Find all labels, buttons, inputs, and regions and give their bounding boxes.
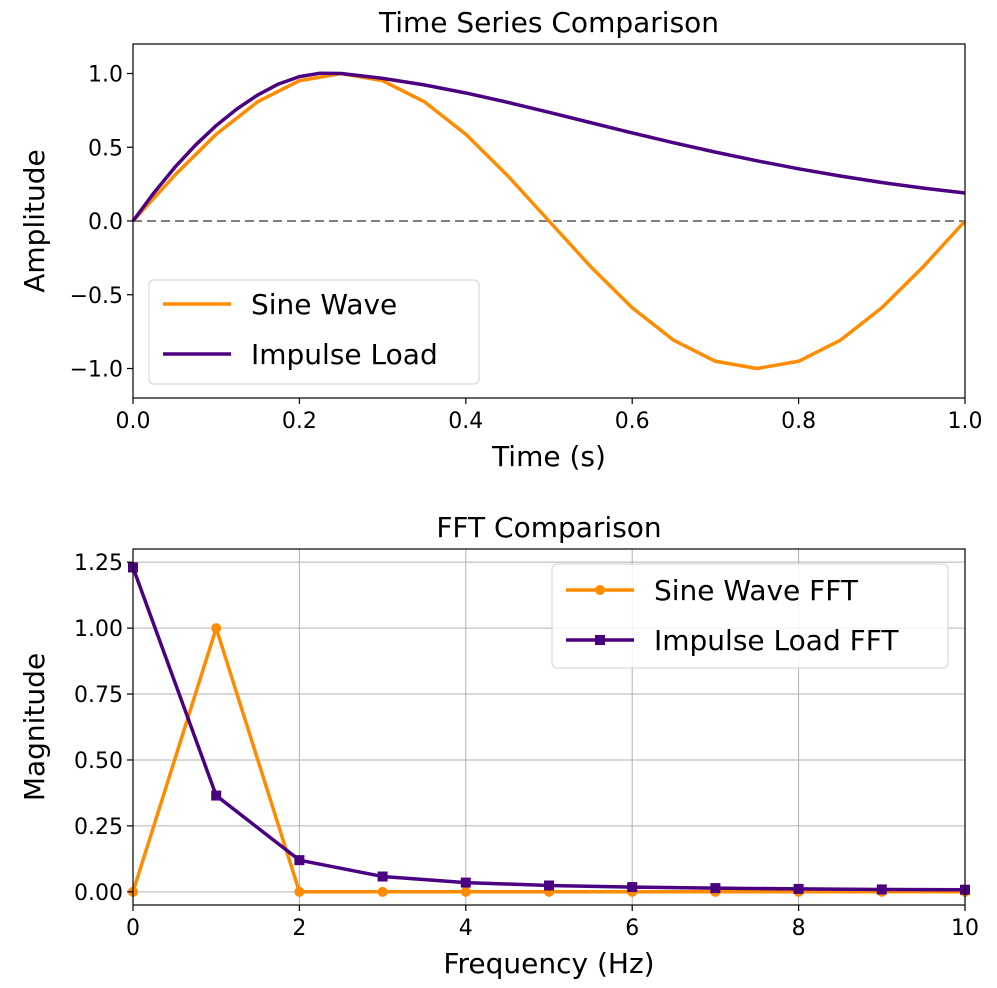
time-series-y-tick-label-2: 0.0 bbox=[88, 210, 123, 235]
time-series-series-sine-wave bbox=[131, 71, 967, 371]
fft-legend-box bbox=[551, 563, 949, 669]
fft-y-tick-label-1: 0.25 bbox=[74, 815, 123, 840]
time-series-line-impulse-load bbox=[131, 71, 966, 223]
fft-x-axis-label: Frequency (Hz) bbox=[443, 947, 654, 980]
fft-legend-marker-impulse-load-fft bbox=[595, 635, 605, 645]
fft-x-tick-label-5: 10 bbox=[951, 916, 979, 941]
fft-title: FFT Comparison bbox=[436, 511, 661, 544]
fft-point-impulse-load-fft-5 bbox=[544, 880, 554, 891]
time-series-legend-label-sine-wave: Sine Wave bbox=[251, 288, 397, 321]
time-series-y-tick-label-4: −1.0 bbox=[70, 358, 123, 383]
fft-x-tick-label-0: 0 bbox=[126, 916, 140, 941]
time-series-x-axis-label: Time (s) bbox=[491, 440, 606, 473]
time-series-title: Time Series Comparison bbox=[378, 6, 719, 39]
fft-point-impulse-load-fft-3 bbox=[377, 871, 388, 882]
time-series-legend-label-impulse-load: Impulse Load bbox=[251, 338, 438, 371]
fft-plot-frame bbox=[132, 548, 966, 906]
fft-y-tick-label-4: 1.00 bbox=[74, 617, 123, 642]
fft-legend-label-sine-wave-fft: Sine Wave FFT bbox=[654, 574, 859, 607]
time-series-y-axis-label: Amplitude bbox=[18, 149, 51, 293]
time-series-x-tick-label-0: 0.0 bbox=[116, 409, 151, 434]
fft-point-impulse-load-fft-1 bbox=[211, 790, 222, 801]
time-series-line-sine-wave bbox=[131, 71, 967, 371]
time-series-chart: 0.0 0.2 0.4 0.6 0.8 1.0 1.0 0.5 0.0 −0.5 −1.0 Time… bbox=[18, 6, 983, 473]
time-series-x-tick-label-5: 1.0 bbox=[948, 409, 983, 434]
time-series-x-tick-label-1: 0.2 bbox=[282, 409, 317, 434]
fft-y-tick-label-2: 0.50 bbox=[74, 749, 123, 774]
fft-y-tick-label-3: 0.75 bbox=[74, 683, 123, 708]
fft-point-sine-wave-fft-2 bbox=[294, 886, 305, 897]
fft-y-tick-label-0: 0.00 bbox=[74, 881, 123, 906]
time-series-x-tick-label-3: 0.6 bbox=[615, 409, 650, 434]
fft-x-tick-label-3: 6 bbox=[625, 916, 639, 941]
time-series-legend: Sine Wave Impulse Load bbox=[148, 279, 480, 385]
fft-point-impulse-load-fft-9 bbox=[876, 884, 887, 895]
time-series-x-tick-label-2: 0.4 bbox=[448, 409, 483, 434]
fft-y-tick-label-5: 1.25 bbox=[74, 551, 123, 576]
fft-chart: 0 2 4 6 8 10 0.00 0.25 0.50 0.75 1.00 1.25 FFT Comp… bbox=[18, 511, 979, 980]
fft-point-impulse-load-fft-2 bbox=[294, 855, 305, 866]
fft-point-impulse-load-fft-6 bbox=[627, 882, 638, 893]
fft-point-sine-wave-fft-3 bbox=[377, 886, 388, 897]
time-series-y-tick-label-3: −0.5 bbox=[70, 284, 123, 309]
fft-legend-label-impulse-load-fft: Impulse Load FFT bbox=[654, 624, 899, 657]
fft-point-sine-wave-fft-1 bbox=[211, 623, 222, 634]
fft-y-axis-label: Magnitude bbox=[18, 653, 51, 801]
time-series-y-tick-label-0: 1.0 bbox=[88, 63, 123, 88]
fft-point-impulse-load-fft-8 bbox=[793, 883, 804, 894]
time-series-series-impulse-load bbox=[131, 71, 966, 223]
fft-point-impulse-load-fft-4 bbox=[460, 877, 471, 888]
time-series-x-tick-label-4: 0.8 bbox=[781, 409, 816, 434]
fft-point-impulse-load-fft-7 bbox=[710, 883, 721, 894]
time-series-y-tick-label-1: 0.5 bbox=[88, 136, 123, 161]
fft-x-tick-label-2: 4 bbox=[459, 916, 473, 941]
fft-x-tick-label-4: 8 bbox=[792, 916, 806, 941]
fft-x-tick-label-1: 2 bbox=[292, 916, 306, 941]
fft-legend-marker-sine-wave-fft bbox=[595, 585, 605, 595]
time-series-legend-box bbox=[148, 279, 480, 385]
fft-point-sine-wave-fft-4 bbox=[460, 886, 471, 897]
fft-legend: Sine Wave FFT Impulse Load FFT bbox=[551, 563, 949, 669]
